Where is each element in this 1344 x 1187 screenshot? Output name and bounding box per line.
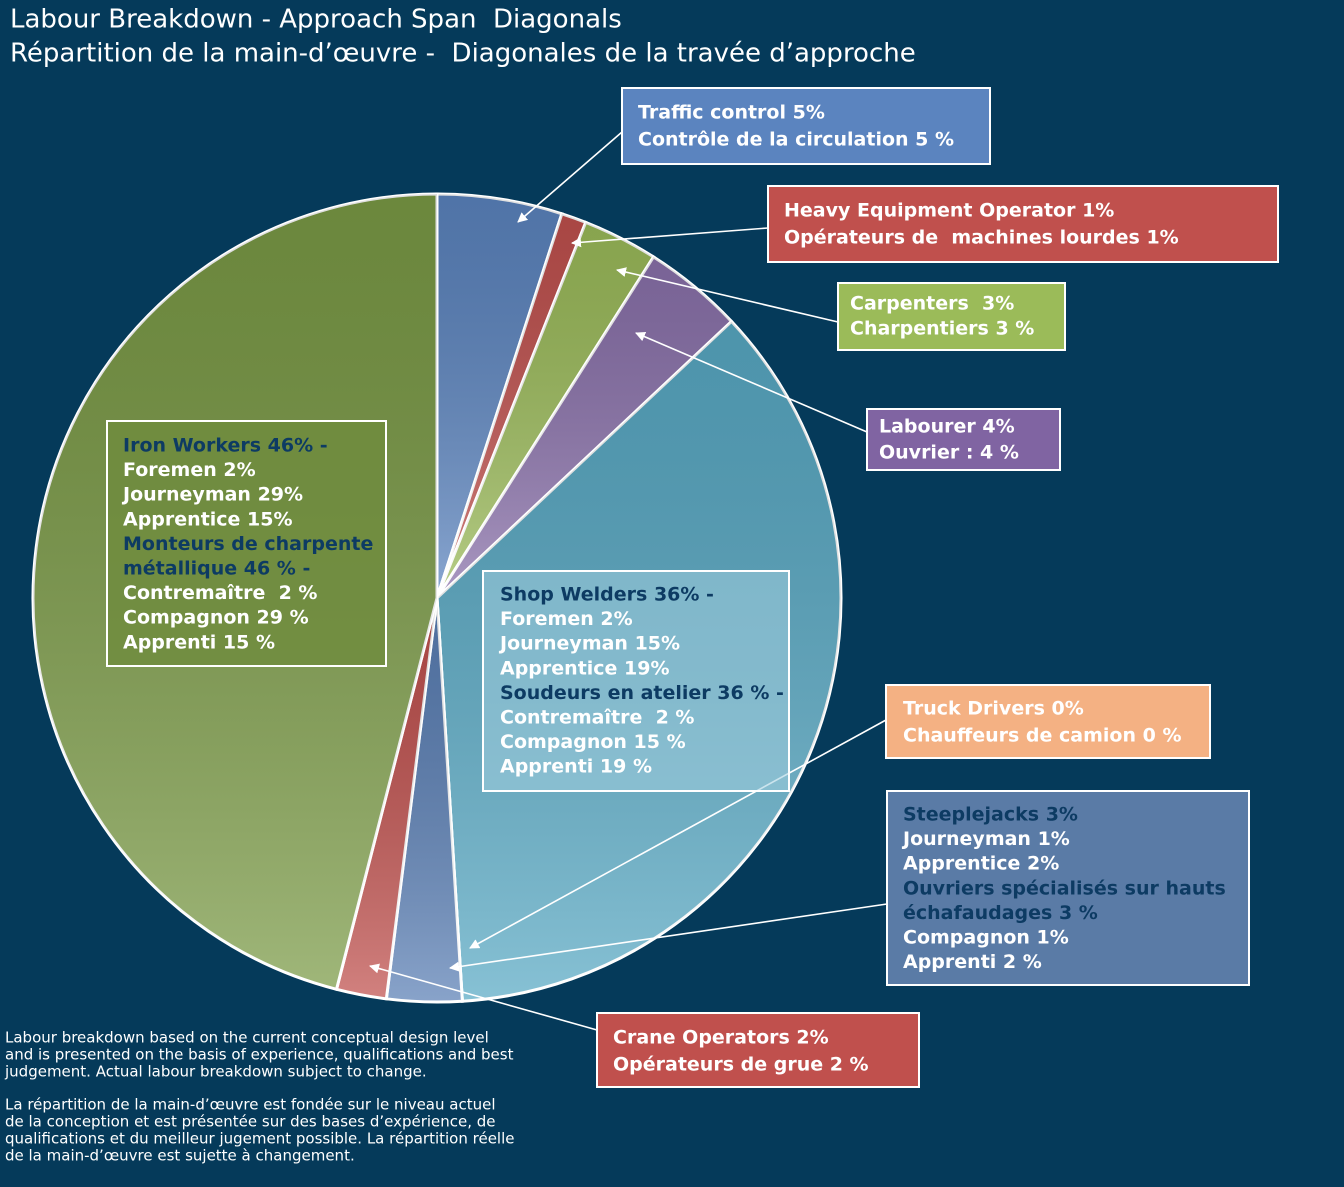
label-box: Shop Welders 36% -Foremen 2% Journeyman 1… [482, 570, 790, 792]
label-line: Charpentiers 3 % [850, 318, 1034, 340]
note-line: judgement. Actual labour breakdown subje… [4, 1063, 427, 1081]
label-line: Monteurs de charpente [123, 533, 373, 555]
notes: Labour breakdown based on the current co… [4, 1029, 515, 1165]
leader-line [616, 267, 839, 323]
leader-line [635, 331, 868, 433]
slice-shade [437, 222, 654, 598]
label-boxes: Traffic control 5% Contrôle de la circula… [106, 87, 1279, 1088]
label-line: Labourer 4% [879, 416, 1015, 438]
label-box-frame [837, 282, 1066, 351]
slice-shade [437, 194, 562, 598]
note-line: de la conception et est présentée sur de… [5, 1113, 496, 1131]
label-box-frame [866, 408, 1061, 471]
label-line: métallique 46 % - [123, 558, 310, 580]
label-box: Heavy Equipment Operator 1% Opérateurs de… [767, 185, 1279, 263]
label-line: Iron Workers 46% - [123, 435, 328, 457]
chart-title: Labour Breakdown - Approach Span Diagona… [10, 5, 622, 35]
note-line: de la main-d’œuvre est sujette à changem… [5, 1147, 355, 1165]
label-line: Contremaître 2 % [500, 707, 694, 729]
label-line: Soudeurs en atelier 36 % - [500, 682, 784, 704]
label-line: Journeyman 15% [498, 633, 680, 655]
label-line: Opérateurs de grue 2 % [613, 1054, 869, 1076]
label-box: Labourer 4% Ouvrier : 4 % [866, 408, 1061, 471]
slice-shade [386, 598, 463, 1003]
chart-subtitle: Répartition de la main-d’œuvre - Diagona… [10, 39, 916, 69]
label-line: Truck Drivers 0% [903, 698, 1084, 720]
label-box-frame [885, 684, 1211, 759]
label-line: échafaudages 3 % [903, 902, 1098, 924]
label-line: Journeyman 1% [901, 828, 1070, 850]
label-line: Compagnon 15 % [500, 731, 686, 753]
label-line: Compagnon 29 % [123, 607, 309, 629]
label-line: Compagnon 1% [903, 927, 1069, 949]
note-line: Labour breakdown based on the current co… [5, 1029, 489, 1047]
label-box: Crane Operators 2% Opérateurs de grue 2 % [596, 1012, 920, 1088]
label-box-frame [886, 790, 1250, 986]
note-line: qualifications et du meilleur jugement p… [5, 1130, 515, 1148]
label-box: Steeplejacks 3%Journeyman 1% Apprentice 2… [886, 790, 1250, 986]
label-line: Carpenters 3% [850, 293, 1014, 315]
label-line: Ouvrier : 4 % [879, 442, 1019, 464]
label-line: Foremen 2% [123, 459, 256, 481]
label-line: Apprenti 15 % [123, 631, 275, 653]
label-line: Apprenti 19 % [500, 756, 652, 778]
label-line: Chauffeurs de camion 0 % [903, 725, 1181, 747]
label-box-frame [767, 185, 1279, 263]
label-line: Contrôle de la circulation 5 % [638, 129, 954, 151]
label-box: Truck Drivers 0% Chauffeurs de camion 0 % [885, 684, 1211, 759]
leader-line [369, 963, 598, 1031]
label-line: Contremaître 2 % [123, 582, 317, 604]
label-box-frame [596, 1012, 920, 1088]
label-line: Heavy Equipment Operator 1% [784, 200, 1114, 222]
note-line: La répartition de la main-d’œuvre est fo… [5, 1096, 496, 1114]
label-line: Shop Welders 36% - [500, 584, 714, 606]
label-box-frame [621, 87, 991, 165]
label-line: Apprenti 2 % [903, 951, 1042, 973]
label-line: Apprentice 2% [903, 853, 1059, 875]
label-box-frame [482, 570, 790, 792]
label-line: Steeplejacks 3% [903, 804, 1078, 826]
label-line: Crane Operators 2% [613, 1027, 829, 1049]
label-box: Carpenters 3% Charpentiers 3 % [837, 282, 1066, 351]
leader-line [469, 719, 887, 949]
label-line: Opérateurs de machines lourdes 1% [784, 227, 1179, 249]
label-line: Traffic control 5% [638, 102, 825, 124]
label-box: Iron Workers 46% -Foremen 2% Journeyman 2… [106, 420, 387, 667]
leader-lines [369, 131, 888, 1031]
label-line: Apprentice 19% [500, 657, 670, 679]
label-box-frame [106, 420, 387, 667]
label-line: Apprentice 15% [123, 508, 293, 530]
leader-line [517, 131, 623, 223]
note-line: and is presented on the basis of experie… [5, 1046, 514, 1064]
label-line: Journeyman 29% [121, 484, 303, 506]
label-box: Traffic control 5% Contrôle de la circula… [621, 87, 991, 165]
label-line: Foremen 2% [500, 608, 633, 630]
label-line: Ouvriers spécialisés sur hauts [903, 877, 1226, 899]
leader-line [449, 903, 888, 972]
leader-line [571, 227, 769, 248]
